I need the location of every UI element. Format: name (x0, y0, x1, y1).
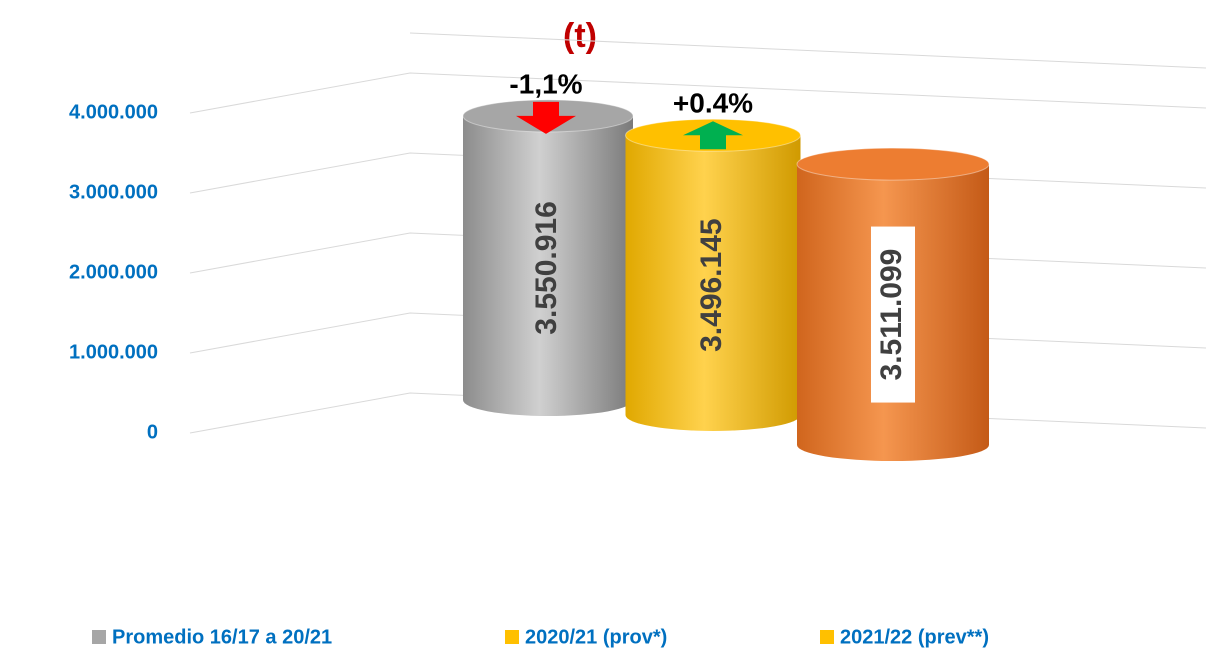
annotation: +0.4% (673, 88, 753, 119)
bar-top (796, 147, 990, 181)
y-tick-label: 1.000.000 (69, 341, 158, 363)
legend-swatch (505, 630, 519, 644)
change-arrow (683, 121, 743, 150)
value-label: 3.511.099 (875, 249, 908, 381)
cylinder: 3.550.916 (462, 99, 634, 416)
legend-label: Promedio 16/17 a 20/21 (112, 626, 332, 648)
value-label: 3.496.145 (695, 218, 728, 351)
bar (625, 135, 801, 431)
y-tick-label: 3.000.000 (69, 181, 158, 203)
change-arrow (516, 101, 576, 134)
grid-line (189, 72, 1206, 114)
cylinder: 3.496.145 (625, 118, 801, 431)
value-label: 3.550.916 (530, 201, 563, 334)
legend-label: 2020/21 (prov*) (525, 626, 667, 648)
grid-line (409, 32, 1206, 69)
y-tick-label: 2.000.000 (69, 261, 158, 283)
annotation: -1,1% (509, 68, 582, 99)
y-tick-label: 4.000.000 (69, 101, 158, 123)
label-box (871, 226, 915, 403)
legend-swatch (92, 630, 106, 644)
legend-label: 2021/22 (prev**) (840, 626, 989, 648)
bar (463, 115, 633, 416)
chart-title: (t) (563, 17, 597, 55)
y-tick-label: 0 (147, 421, 158, 443)
legend-swatch (820, 630, 834, 644)
cylinder: 3.511.099 (796, 147, 990, 462)
